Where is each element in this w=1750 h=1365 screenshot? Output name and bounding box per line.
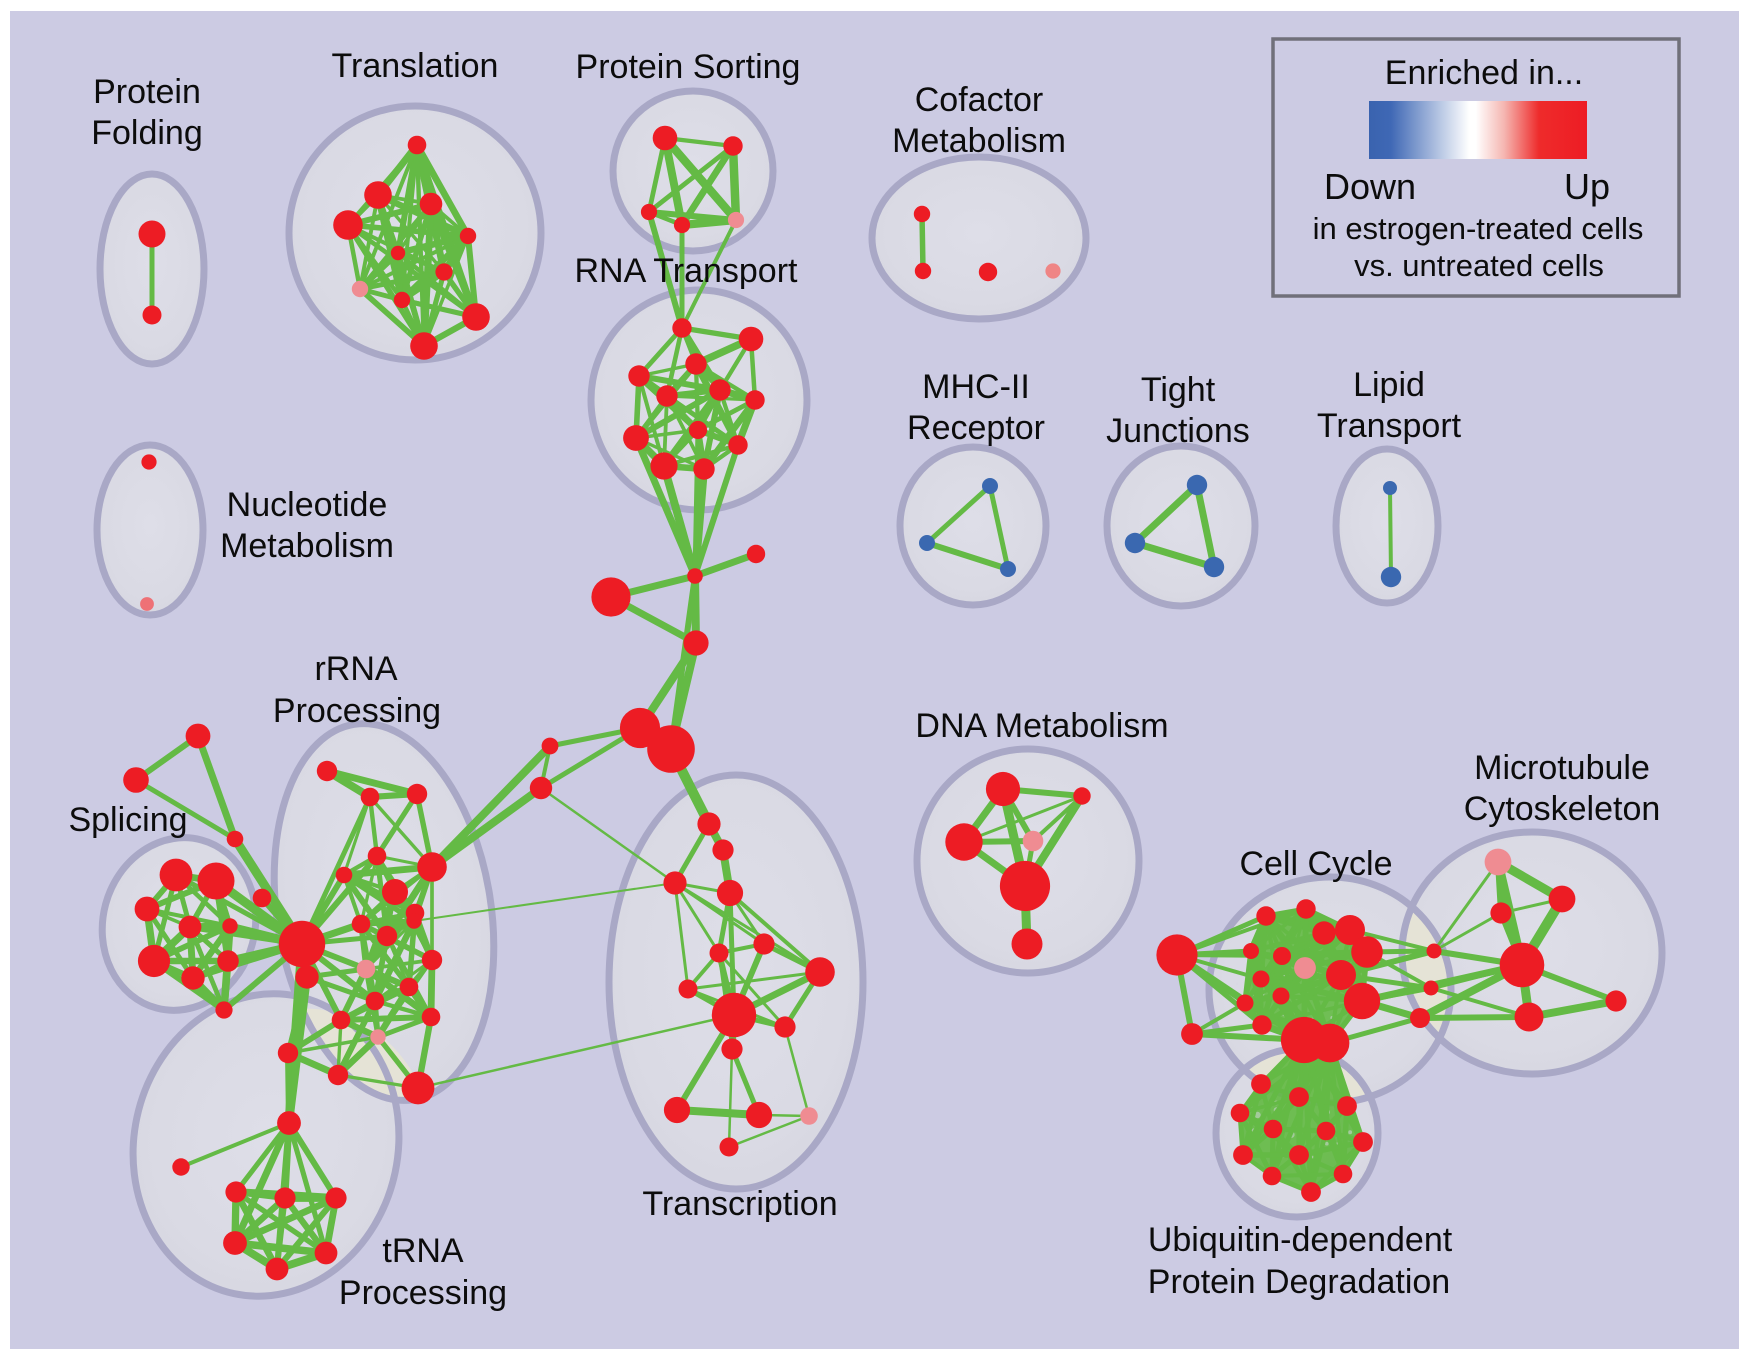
svg-text:Lipid: Lipid [1353,366,1425,404]
svg-text:Processing: Processing [273,692,441,730]
svg-text:Nucleotide: Nucleotide [227,486,388,524]
svg-text:Microtubule: Microtubule [1474,749,1650,787]
svg-text:Folding: Folding [91,114,203,152]
svg-text:Protein Sorting: Protein Sorting [576,48,801,86]
svg-text:Tight: Tight [1141,371,1216,409]
svg-text:Cytoskeleton: Cytoskeleton [1464,790,1661,828]
svg-text:MHC-II: MHC-II [922,368,1030,406]
svg-text:Transport: Transport [1317,407,1462,445]
svg-text:Ubiquitin-dependent: Ubiquitin-dependent [1148,1221,1453,1259]
svg-text:Splicing: Splicing [68,801,187,839]
svg-text:Protein: Protein [93,73,201,111]
svg-text:Cell Cycle: Cell Cycle [1239,845,1392,883]
svg-text:Translation: Translation [332,47,499,85]
svg-text:DNA Metabolism: DNA Metabolism [915,707,1168,745]
svg-text:Metabolism: Metabolism [220,527,394,565]
svg-text:Junctions: Junctions [1106,412,1250,450]
svg-text:Down: Down [1324,166,1416,207]
svg-text:RNA Transport: RNA Transport [575,252,799,290]
svg-text:Cofactor: Cofactor [915,81,1044,119]
svg-text:tRNA: tRNA [382,1232,464,1270]
svg-text:Transcription: Transcription [642,1185,837,1223]
svg-text:vs. untreated cells: vs. untreated cells [1354,248,1604,283]
svg-text:rRNA: rRNA [314,650,397,688]
svg-text:Up: Up [1564,166,1610,207]
svg-text:Protein Degradation: Protein Degradation [1148,1263,1450,1301]
svg-text:Processing: Processing [339,1274,507,1312]
svg-text:Metabolism: Metabolism [892,122,1066,160]
svg-text:in estrogen-treated cells: in estrogen-treated cells [1313,211,1644,246]
svg-text:Receptor: Receptor [907,409,1045,447]
svg-text:Enriched in...: Enriched in... [1385,54,1583,92]
